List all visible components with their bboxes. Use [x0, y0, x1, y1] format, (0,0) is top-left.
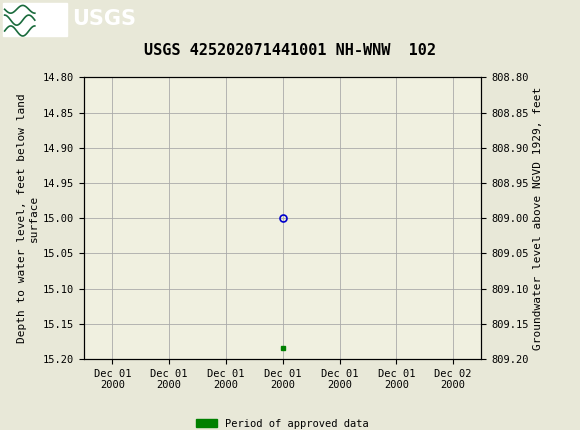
Legend: Period of approved data: Period of approved data	[192, 415, 374, 430]
Text: USGS: USGS	[72, 9, 136, 29]
FancyBboxPatch shape	[3, 3, 67, 36]
Text: USGS 425202071441001 NH-WNW  102: USGS 425202071441001 NH-WNW 102	[144, 43, 436, 58]
Y-axis label: Depth to water level, feet below land
surface: Depth to water level, feet below land su…	[17, 93, 39, 343]
Y-axis label: Groundwater level above NGVD 1929, feet: Groundwater level above NGVD 1929, feet	[533, 86, 543, 350]
